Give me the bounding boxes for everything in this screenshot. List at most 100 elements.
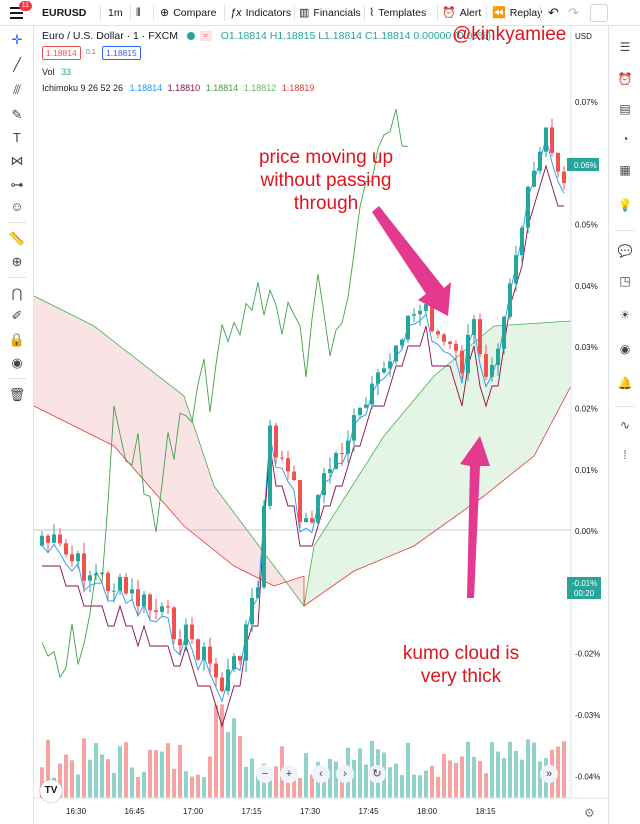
reset-chart-button[interactable]: ↻: [368, 765, 386, 783]
candle-body: [88, 575, 92, 581]
volume-bar: [214, 704, 218, 798]
streams-icon[interactable]: ◳: [619, 274, 631, 288]
volume-bar: [46, 739, 50, 798]
zoom-out-button[interactable]: −: [256, 765, 274, 783]
layout-icon[interactable]: [590, 4, 608, 22]
data-delay-icon: ≈: [199, 31, 212, 42]
financials-button[interactable]: ▥ Financials: [299, 0, 361, 26]
volume-bar: [508, 741, 512, 798]
candle-body: [442, 334, 446, 342]
trading-panel-icon[interactable]: ∿: [619, 418, 631, 432]
spread-value: 0.1: [86, 49, 96, 56]
zoom-in-icon[interactable]: ⊕: [11, 254, 23, 269]
volume-bar: [196, 774, 200, 798]
volume-bar: [250, 758, 254, 798]
undo-button[interactable]: ↶: [548, 0, 559, 26]
eye-icon[interactable]: ◉: [11, 355, 23, 370]
x-tick-label: 16:30: [66, 807, 87, 816]
text-icon[interactable]: T: [13, 130, 21, 145]
candle-body: [322, 473, 326, 496]
scroll-right-button[interactable]: ›: [336, 765, 354, 783]
volume-bar: [136, 777, 140, 798]
templates-button[interactable]: ⌇ Templates: [369, 0, 426, 26]
last-price-marker: [567, 158, 599, 171]
volume-bar: [532, 742, 536, 798]
main-menu-button[interactable]: 11: [6, 1, 32, 23]
candle-body: [430, 304, 434, 332]
stay-drawing-icon[interactable]: ✐: [11, 308, 23, 323]
x-tick-label: 17:45: [359, 807, 380, 816]
x-tick-label: 18:00: [417, 807, 438, 816]
compare-button[interactable]: ⊕ Compare: [160, 0, 216, 26]
y-tick-label: 0.04%: [575, 282, 598, 291]
replay-button[interactable]: ⏪ Replay: [492, 0, 542, 26]
prediction-icon[interactable]: ⊶: [10, 177, 24, 192]
ruler-icon[interactable]: 📏: [8, 231, 26, 246]
dom-icon[interactable]: ⁞: [623, 448, 627, 462]
bulb-icon[interactable]: ☀: [619, 308, 631, 322]
candle-body: [334, 453, 338, 470]
volume-bar: [64, 754, 68, 798]
chikou-line: [41, 108, 409, 679]
settings-gear-icon[interactable]: ⚙: [584, 806, 595, 820]
indicators-label: Indicators: [245, 7, 292, 19]
span-b-value: 1.18819: [281, 83, 315, 93]
price-chart[interactable]: 0.07% 0.06% 0.05% 0.04% 0.03% 0.02% 0.01% 0.00%…: [34, 26, 608, 824]
buy-button[interactable]: 1.18815: [102, 46, 141, 60]
candle-body: [292, 471, 296, 481]
tenkan-value: 1.18814: [129, 83, 163, 93]
volume-bar: [100, 754, 104, 798]
fib-retracement-icon[interactable]: ⫻: [13, 82, 21, 97]
cloud-arrow: [460, 436, 490, 598]
indicators-button[interactable]: ƒx Indicators: [230, 0, 291, 26]
volume-bar: [118, 746, 122, 798]
candle-body: [244, 624, 248, 661]
volume-bar: [232, 718, 236, 798]
emoji-icon[interactable]: ☺: [10, 199, 24, 214]
trash-icon[interactable]: 🗑: [8, 387, 26, 402]
ichimoku-label[interactable]: Ichimoku 9 26 52 26: [42, 83, 124, 93]
chat-icon[interactable]: 💬: [617, 244, 633, 258]
bell-icon[interactable]: 🔔: [617, 376, 633, 390]
volume-bar: [340, 777, 344, 798]
volume-label[interactable]: Vol: [42, 67, 55, 77]
volume-bar: [82, 738, 86, 798]
volume-bar: [490, 742, 494, 798]
alerts-list-icon[interactable]: ⏰: [617, 72, 633, 86]
tradingview-logo[interactable]: TV: [40, 780, 62, 802]
scroll-left-button[interactable]: ‹: [312, 765, 330, 783]
volume-bar: [298, 777, 302, 798]
time-axis[interactable]: 16:30 16:45 17:00 17:15 17:30 17:45 18:00 18:15: [66, 807, 496, 816]
trendline-icon[interactable]: ╱: [13, 57, 21, 72]
candle-body: [508, 283, 512, 317]
brush-icon[interactable]: ✎: [11, 107, 23, 122]
zoom-in-button[interactable]: +: [280, 765, 298, 783]
price-annotation-line-2: without passing: [260, 170, 392, 191]
volume-bar: [424, 770, 428, 798]
calendar-icon[interactable]: ▦: [619, 163, 631, 177]
pattern-icon[interactable]: ⋈: [10, 153, 24, 168]
redo-button[interactable]: ↷: [568, 0, 579, 26]
volume-bar: [130, 767, 134, 798]
volume-bar: [328, 758, 332, 798]
currency-label[interactable]: USD: [575, 32, 592, 41]
chart-style-button[interactable]: ⫴: [136, 0, 145, 26]
magnet-icon[interactable]: ⋂: [11, 286, 23, 301]
replay-label: Replay: [509, 7, 543, 19]
scroll-to-realtime-button[interactable]: »: [540, 765, 558, 783]
symbol-search-button[interactable]: EURUSD: [42, 7, 87, 19]
alert-button[interactable]: ⏰ Alert: [442, 0, 481, 26]
lock-icon[interactable]: 🔒: [8, 332, 26, 347]
ohlc-values: O1.18814 H1.18815 L1.18814 C1.18814 0.00…: [220, 30, 492, 42]
hotlist-icon[interactable]: ◔: [621, 132, 629, 146]
watchlist-icon[interactable]: ☰: [619, 40, 631, 54]
sell-button[interactable]: 1.18814: [42, 46, 81, 60]
crosshair-icon[interactable]: ✛: [11, 32, 23, 47]
senkou-span-b: [34, 385, 572, 607]
candle-body: [52, 534, 56, 543]
ideas-icon[interactable]: 💡: [617, 198, 633, 212]
interval-button[interactable]: 1m: [108, 7, 123, 19]
broadcast-icon[interactable]: ◉: [619, 342, 631, 356]
symbol-title[interactable]: Euro / U.S. Dollar · 1 · FXCM: [42, 30, 178, 42]
data-window-icon[interactable]: ▤: [619, 102, 631, 116]
